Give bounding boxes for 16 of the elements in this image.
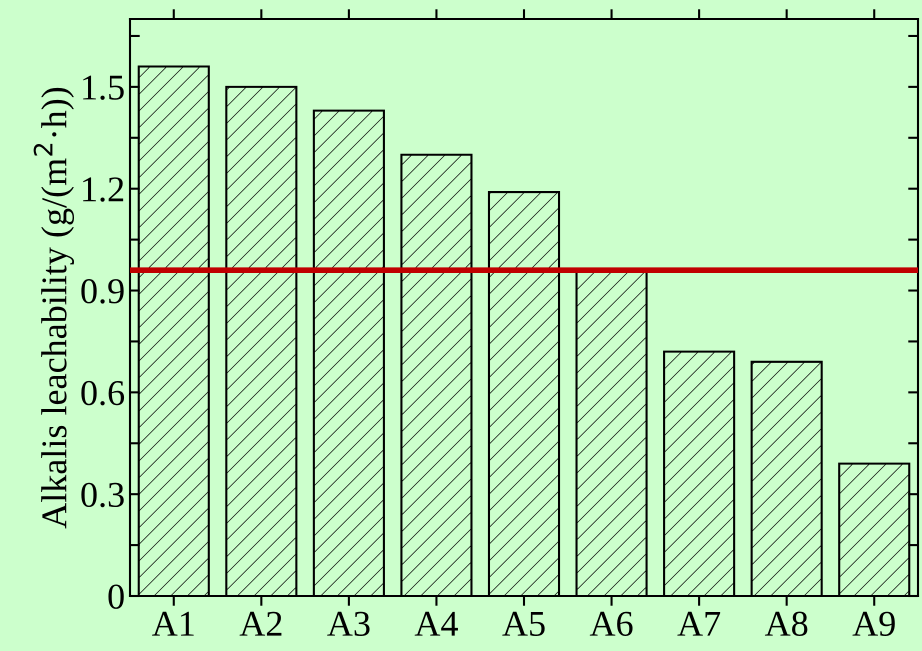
y-tick-label: 0 — [108, 584, 124, 609]
y-tick-label: 0.9 — [81, 279, 124, 304]
x-tick-label: A1 — [152, 612, 194, 636]
x-tick-label: A5 — [502, 612, 545, 636]
x-tick-label: A3 — [327, 612, 370, 636]
y-tick-label: 1.2 — [83, 177, 124, 202]
x-tick-label: A8 — [764, 612, 808, 636]
y-axis-title: Alkalis leachability (g/(m$^{2}$·h)) — [34, 88, 74, 529]
x-tick-label: A4 — [414, 612, 458, 636]
x-tick-label: A7 — [677, 612, 720, 636]
x-tick-label: A9 — [852, 612, 895, 636]
y-tick-label: 0.3 — [81, 482, 124, 508]
x-tick-label: A2 — [240, 612, 282, 636]
y-tick-label: 0.6 — [81, 380, 124, 406]
y-tick-label: 1.5 — [83, 76, 124, 100]
x-tick-label: A6 — [590, 612, 633, 636]
